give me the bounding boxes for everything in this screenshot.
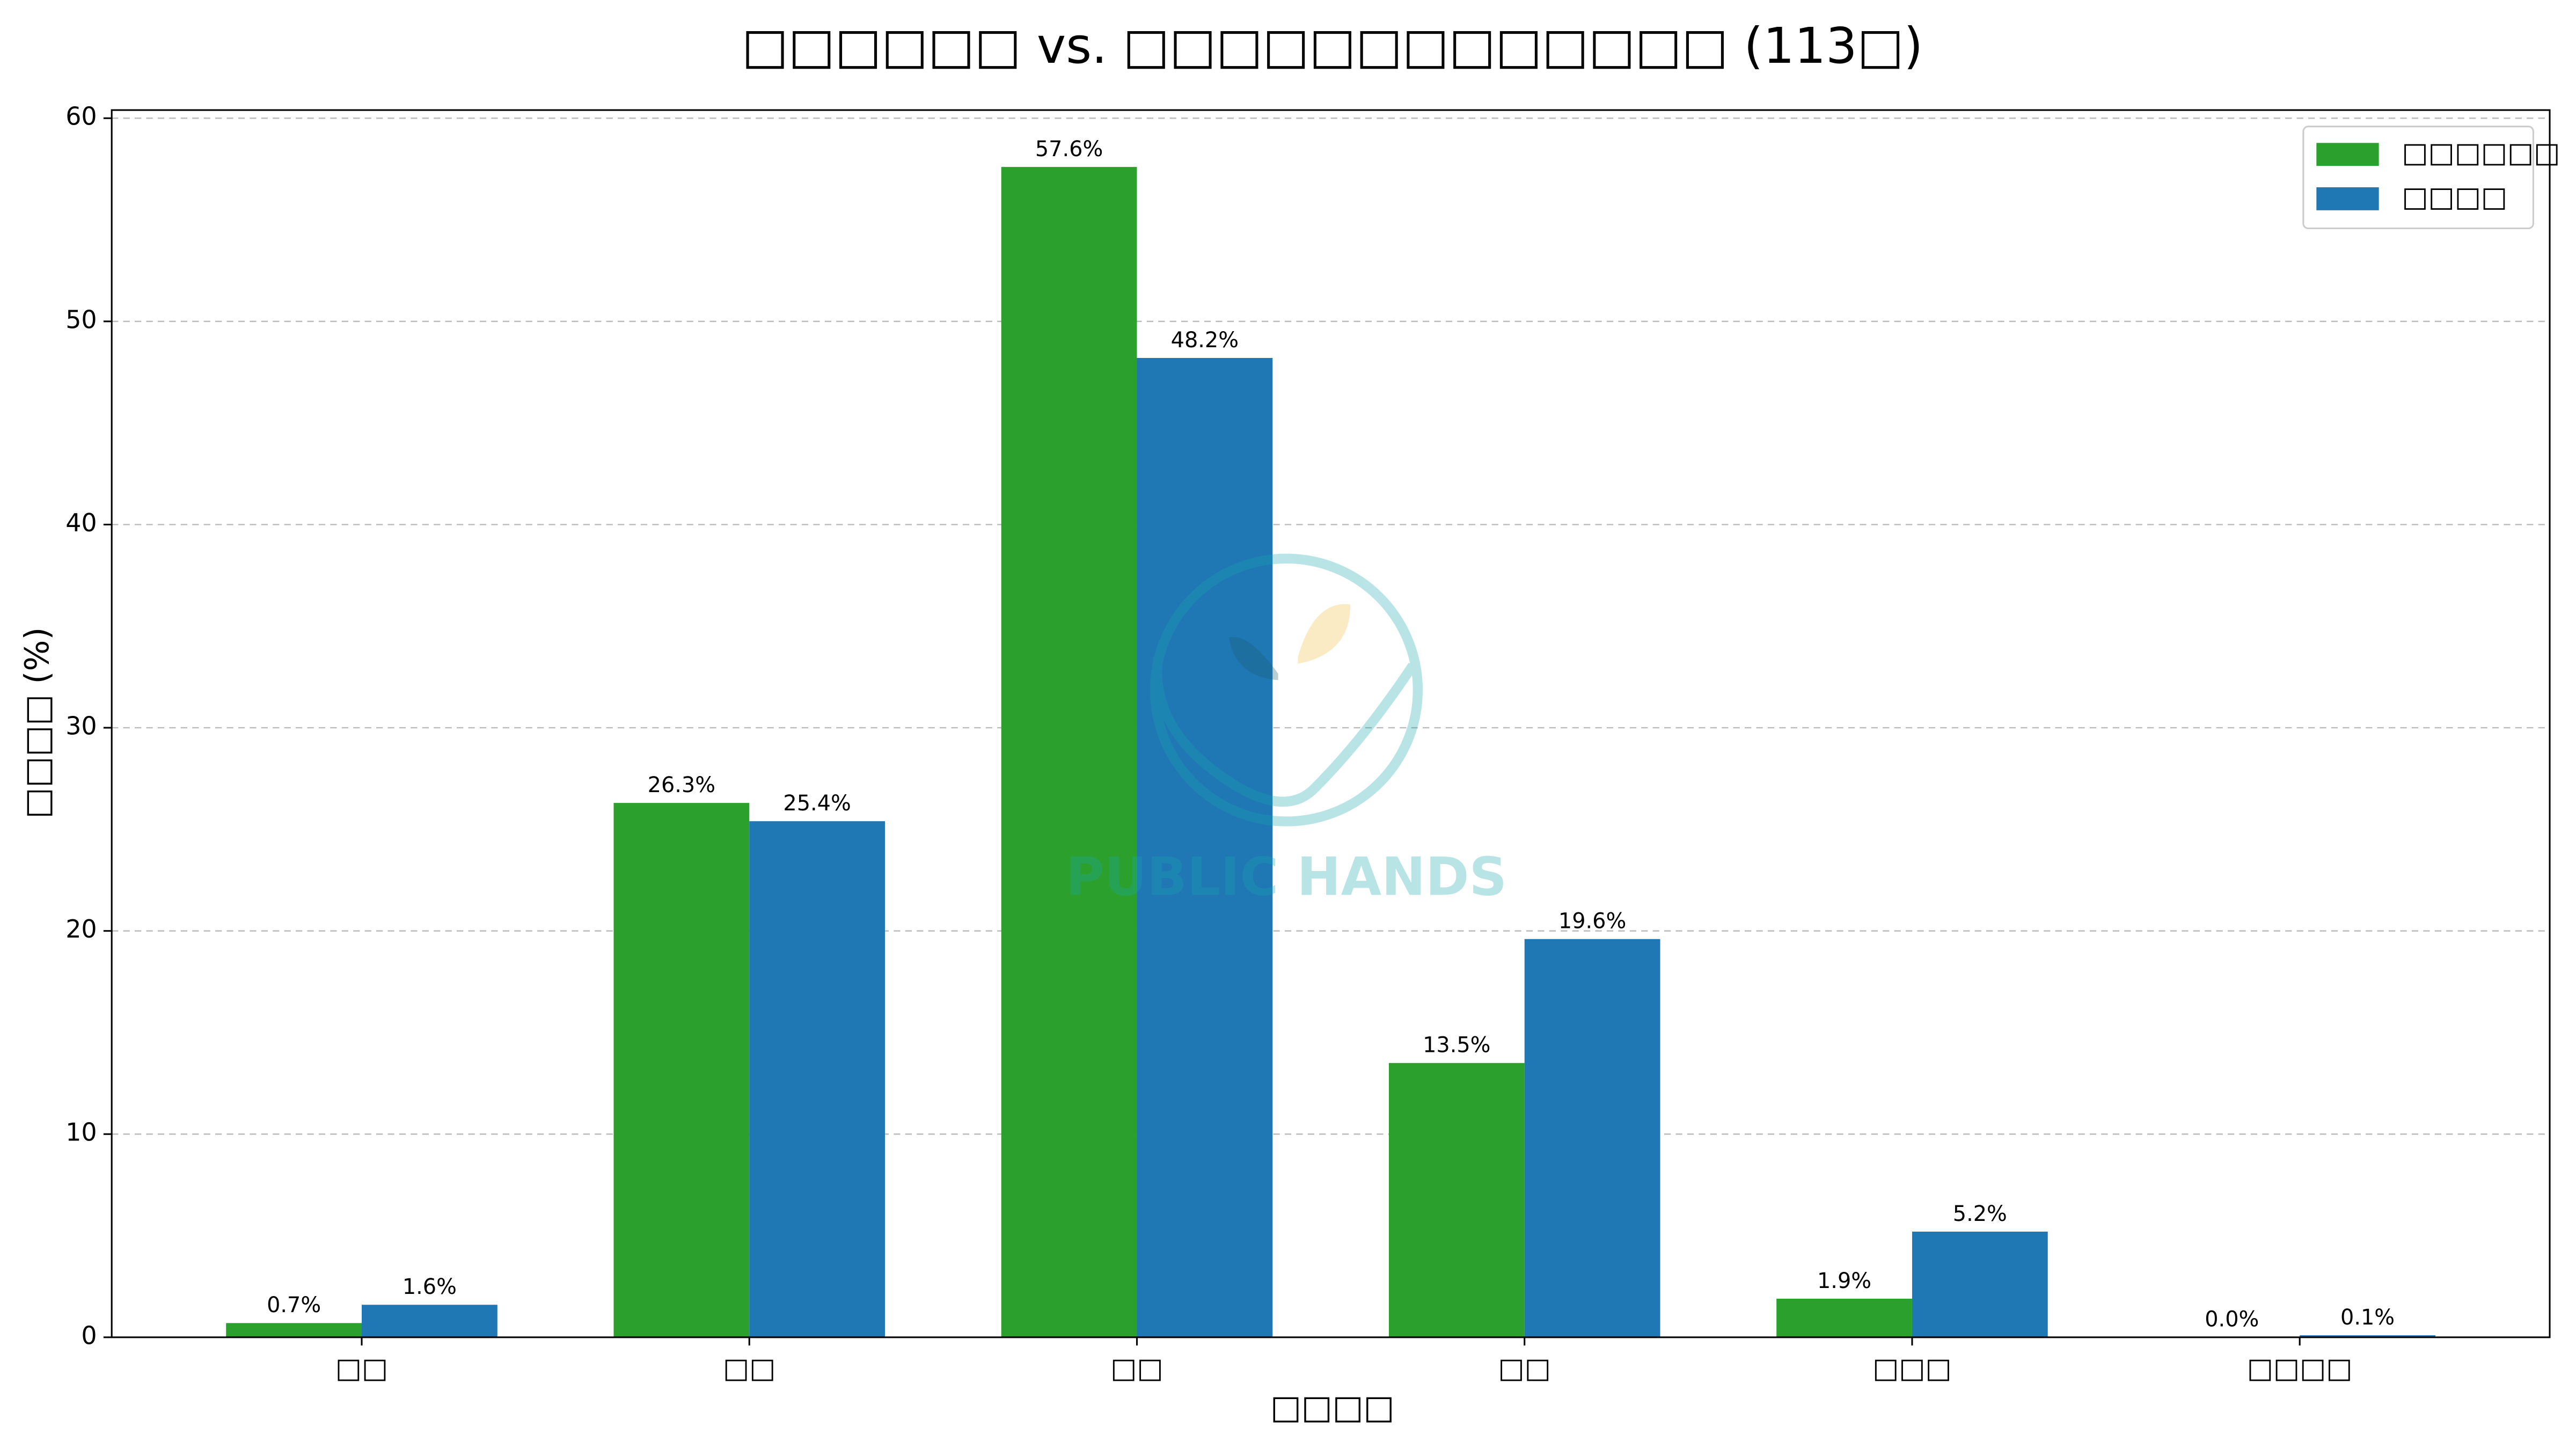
x-tick-label: □□□ [1872, 1352, 1951, 1385]
watermark: PUBLIC HANDS [1066, 553, 1507, 908]
bar [1388, 1063, 1525, 1337]
value-label: 0.1% [2340, 1305, 2395, 1330]
value-label: 57.6% [1035, 137, 1103, 162]
bar [1001, 167, 1137, 1337]
watermark-hand [1152, 656, 1417, 807]
legend-label: □□□□□□ [2402, 137, 2560, 169]
watermark-ring [1150, 553, 1423, 826]
watermark-leaf [1228, 636, 1278, 680]
value-label: 13.5% [1423, 1033, 1490, 1058]
legend-label: □□□□ [2402, 181, 2508, 213]
value-label: 5.2% [1953, 1202, 2007, 1226]
legend-swatch [2316, 187, 2379, 210]
chart-title: □□□□□□ vs. □□□□□□□□□□□□□ (113□) [742, 17, 1923, 75]
watermark-text: PUBLIC HANDS [1066, 847, 1507, 908]
value-label: 1.9% [1817, 1269, 1871, 1293]
bar [2300, 1335, 2435, 1337]
x-tick-label: □□ [335, 1352, 388, 1385]
bar [226, 1323, 362, 1337]
y-tick-label: 40 [65, 508, 97, 537]
y-tick-label: 0 [81, 1321, 97, 1350]
bar [1137, 357, 1273, 1337]
axes-frame [111, 109, 2551, 1338]
value-label: 1.6% [402, 1275, 457, 1299]
bar [1524, 939, 1660, 1337]
x-tick-label: □□□□ [2247, 1352, 2353, 1385]
value-label: 19.6% [1558, 909, 1626, 934]
bar [749, 821, 885, 1337]
y-tick-label: 10 [65, 1118, 97, 1147]
value-label: 26.3% [648, 773, 715, 797]
bar [362, 1305, 497, 1337]
x-tick-label: □□ [1110, 1352, 1163, 1385]
y-tick-label: 20 [65, 914, 97, 943]
value-label: 0.0% [2205, 1307, 2259, 1332]
y-axis-label: □□□□ (%) [18, 627, 56, 819]
bar [1912, 1231, 2048, 1337]
value-label: 0.7% [267, 1293, 321, 1318]
watermark-leaf [1298, 604, 1351, 664]
x-tick-label: □□ [723, 1352, 775, 1385]
bar [613, 803, 750, 1337]
y-tick-label: 60 [65, 102, 97, 131]
bar [1776, 1298, 1912, 1337]
legend-swatch [2316, 143, 2379, 166]
x-axis-label: □□□□ [1270, 1388, 1394, 1426]
plot-area: 0 10 20 30 40 50 60 0.7% 26.3% 57.6% 13.5% 1.9% 0.0%… [65, 102, 2560, 1385]
value-label: 48.2% [1171, 328, 1239, 353]
x-tick-label: □□ [1498, 1352, 1551, 1385]
value-label: 25.4% [783, 791, 851, 816]
y-tick-label: 30 [65, 712, 97, 741]
y-tick-label: 50 [65, 305, 97, 334]
